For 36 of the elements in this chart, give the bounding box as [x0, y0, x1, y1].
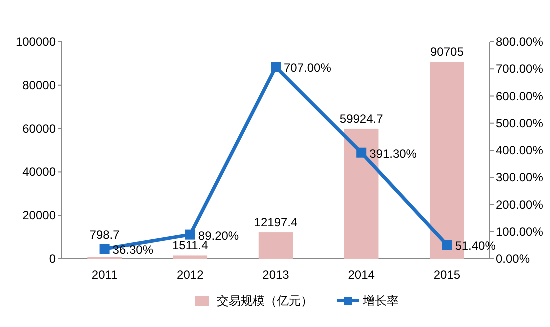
data-label: 59924.7	[340, 112, 384, 126]
y2-tick-label: 300.00%	[496, 170, 544, 185]
data-label: 12197.4	[254, 216, 298, 230]
y-tick-label: 40000	[22, 165, 56, 180]
data-label: 1511.4	[172, 238, 209, 253]
y-tick-label: 100000	[16, 35, 56, 49]
y-tick-label: 60000	[22, 122, 56, 136]
data-label: 391.30%	[370, 146, 418, 161]
y2-tick-label: 400.00%	[496, 144, 544, 158]
y2-tick-label: 600.00%	[496, 89, 544, 104]
point	[356, 148, 367, 158]
y-tick-label: 20000	[22, 208, 56, 223]
point	[442, 240, 452, 250]
x-tick-label: 2014	[348, 268, 376, 282]
x-tick-label: 2015	[434, 268, 461, 282]
y2-tick-label: 700.00%	[496, 62, 544, 76]
point	[271, 62, 281, 72]
y2-tick-label: 0.00%	[496, 252, 530, 266]
y2-tick-label: 100.00%	[496, 224, 544, 239]
legend-label: 交易规模（亿元）	[217, 294, 313, 308]
y-tick-label: 0	[49, 252, 56, 266]
y-tick-label: 80000	[22, 78, 56, 92]
y2-tick-label: 500.00%	[496, 116, 544, 130]
legend-label: 增长率	[362, 294, 399, 308]
y2-tick-label: 200.00%	[496, 198, 544, 212]
y2-tick-label: 800.00%	[496, 35, 544, 49]
point	[185, 230, 196, 240]
data-label: 36.30%	[112, 243, 154, 258]
data-label: 90705	[430, 45, 464, 60]
x-tick-label: 2013	[262, 268, 290, 282]
point	[100, 244, 110, 254]
data-label: 51.40%	[455, 239, 496, 254]
data-label: 798.7	[90, 228, 120, 242]
x-tick-label: 2011	[92, 268, 118, 282]
x-tick-label: 2012	[177, 268, 204, 282]
data-label: 707.00%	[284, 61, 332, 76]
